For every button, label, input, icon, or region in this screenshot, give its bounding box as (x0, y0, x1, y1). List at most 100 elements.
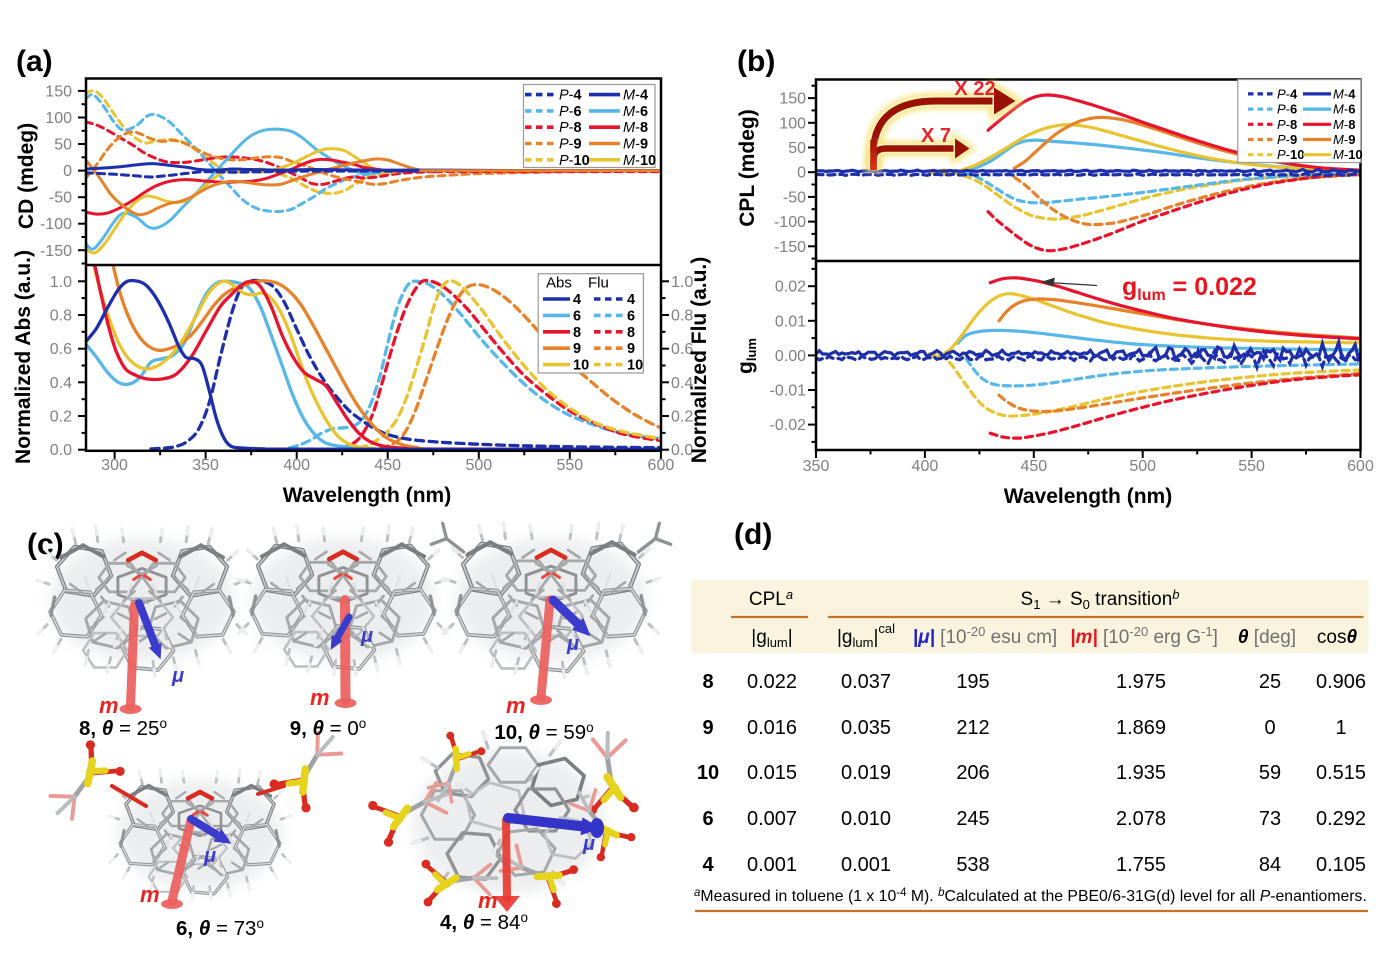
svg-text:550: 550 (556, 457, 583, 474)
svg-text:P-6: P-6 (559, 104, 582, 120)
svg-text:84: 84 (1259, 854, 1281, 876)
svg-text:50: 50 (54, 137, 72, 154)
svg-text:M-8: M-8 (1333, 117, 1355, 132)
svg-text:350: 350 (803, 458, 830, 475)
svg-text:1.0: 1.0 (50, 274, 72, 291)
svg-text:0.4: 0.4 (50, 375, 72, 392)
svg-text:1.755: 1.755 (1116, 854, 1166, 876)
svg-text:0.8: 0.8 (50, 308, 72, 325)
svg-text:0.01: 0.01 (775, 313, 806, 330)
svg-text:212: 212 (956, 717, 989, 739)
svg-text:CD (mdeg): CD (mdeg) (15, 123, 38, 229)
svg-text:150: 150 (45, 83, 72, 100)
svg-text:P-9: P-9 (559, 137, 582, 153)
svg-text:P-10: P-10 (1277, 147, 1304, 162)
svg-text:6: 6 (702, 808, 713, 830)
svg-text:8, θ = 25o: 8, θ = 25o (79, 716, 167, 740)
svg-text:195: 195 (956, 671, 989, 693)
svg-text:μ: μ (171, 665, 184, 687)
svg-text:0.105: 0.105 (1316, 854, 1366, 876)
svg-text:100: 100 (45, 110, 72, 127)
svg-text:μ: μ (360, 625, 373, 647)
svg-text:1: 1 (1335, 717, 1346, 739)
svg-text:6, θ = 73o: 6, θ = 73o (176, 916, 264, 940)
svg-text:0: 0 (1264, 717, 1275, 739)
svg-text:0.6: 0.6 (50, 341, 72, 358)
svg-text:θ [deg]: θ [deg] (1238, 627, 1296, 648)
svg-text:0.02: 0.02 (775, 279, 806, 296)
svg-text:500: 500 (1129, 458, 1156, 475)
svg-text:P-4: P-4 (559, 88, 582, 104)
svg-text:Abs: Abs (546, 275, 572, 292)
svg-text:25: 25 (1259, 671, 1281, 693)
svg-text:2.078: 2.078 (1116, 808, 1166, 830)
svg-text:0.019: 0.019 (841, 762, 891, 784)
svg-text:P-4: P-4 (1277, 86, 1298, 101)
svg-text:Normalized Abs (a.u.): Normalized Abs (a.u.) (12, 250, 35, 464)
svg-text:450: 450 (1020, 458, 1047, 475)
svg-text:4, θ = 84o: 4, θ = 84o (440, 910, 528, 934)
svg-text:600: 600 (1347, 458, 1374, 475)
svg-text:1.869: 1.869 (1116, 717, 1166, 739)
svg-text:-100: -100 (774, 214, 806, 231)
svg-text:1.935: 1.935 (1116, 762, 1166, 784)
svg-text:0.2: 0.2 (50, 409, 72, 426)
svg-text:59: 59 (1259, 762, 1281, 784)
svg-text:50: 50 (788, 140, 806, 157)
svg-text:M-6: M-6 (623, 104, 648, 120)
svg-text:8: 8 (573, 325, 581, 341)
svg-text:Normalized Flu (a.u.): Normalized Flu (a.u.) (688, 257, 711, 464)
svg-text:550: 550 (1238, 458, 1265, 475)
svg-text:-50: -50 (49, 190, 72, 207)
svg-text:9, θ = 0o: 9, θ = 0o (290, 716, 367, 740)
svg-text:P-9: P-9 (1277, 132, 1297, 147)
svg-text:10, θ = 59o: 10, θ = 59o (494, 720, 593, 744)
svg-text:9: 9 (573, 341, 581, 357)
svg-text:0: 0 (63, 163, 72, 180)
svg-text:P-8: P-8 (1277, 117, 1297, 132)
svg-text:0.015: 0.015 (747, 762, 797, 784)
svg-text:m: m (478, 888, 498, 913)
svg-text:μ: μ (582, 833, 595, 855)
svg-text:0.007: 0.007 (747, 808, 797, 830)
svg-text:0.001: 0.001 (747, 854, 797, 876)
svg-text:-100: -100 (40, 216, 72, 233)
svg-text:M-4: M-4 (623, 88, 648, 104)
svg-text:0.016: 0.016 (747, 717, 797, 739)
svg-text:(d): (d) (734, 518, 772, 551)
svg-text:450: 450 (374, 457, 401, 474)
svg-text:1.975: 1.975 (1116, 671, 1166, 693)
svg-text:X 22: X 22 (954, 78, 995, 100)
svg-text:μ: μ (203, 845, 216, 867)
svg-text:206: 206 (956, 762, 989, 784)
svg-text:M-9: M-9 (1333, 132, 1355, 147)
svg-text:cosθ: cosθ (1317, 627, 1358, 648)
svg-text:6: 6 (573, 308, 581, 324)
svg-text:400: 400 (912, 458, 939, 475)
svg-text:0.906: 0.906 (1316, 671, 1366, 693)
svg-text:-0.01: -0.01 (770, 383, 807, 400)
svg-text:Wavelength (nm): Wavelength (nm) (1004, 485, 1172, 508)
svg-text:M-8: M-8 (623, 120, 648, 136)
svg-text:0.515: 0.515 (1316, 762, 1366, 784)
svg-text:(c): (c) (27, 528, 64, 561)
svg-text:m: m (99, 693, 119, 718)
svg-text:0.292: 0.292 (1316, 808, 1366, 830)
svg-text:400: 400 (283, 457, 310, 474)
svg-text:M-10: M-10 (1333, 147, 1363, 162)
svg-text:4: 4 (573, 292, 581, 308)
svg-text:245: 245 (956, 808, 989, 830)
svg-text:aMeasured in toluene (1 x 10-4: aMeasured in toluene (1 x 10-4 M). bCalc… (694, 887, 1367, 905)
svg-text:P-10: P-10 (559, 153, 590, 169)
svg-text:M-4: M-4 (1333, 86, 1356, 101)
svg-text:0.001: 0.001 (841, 854, 891, 876)
svg-text:M-9: M-9 (623, 137, 648, 153)
svg-text:-50: -50 (783, 189, 806, 206)
svg-text:100: 100 (779, 115, 806, 132)
svg-text:500: 500 (465, 457, 492, 474)
svg-text:10: 10 (627, 358, 643, 374)
svg-text:4: 4 (627, 292, 635, 308)
svg-text:538: 538 (956, 854, 989, 876)
svg-text:4: 4 (702, 854, 714, 876)
svg-text:0.037: 0.037 (841, 671, 891, 693)
